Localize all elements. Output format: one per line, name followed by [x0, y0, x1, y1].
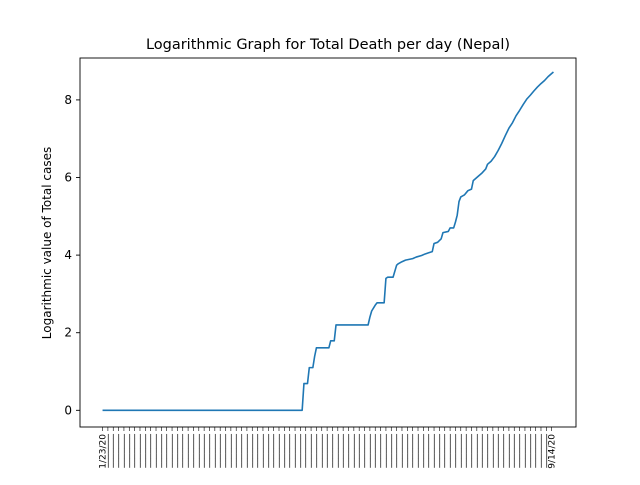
x-tick-label: ───────	[254, 434, 263, 469]
x-tick-label: ───────	[173, 434, 182, 469]
y-tick-label: 0	[64, 403, 72, 417]
x-tick-label: ───────	[302, 434, 311, 469]
x-tick-label: ───────	[500, 434, 509, 469]
x-tick-label: ───────	[125, 434, 134, 469]
x-tick-label: ───────	[473, 434, 482, 469]
x-tick-label: ───────	[350, 434, 359, 469]
x-tick-label: ───────	[542, 434, 551, 469]
x-tick-label: ───────	[377, 434, 386, 469]
x-tick-label: ───────	[120, 434, 129, 469]
x-tick-label: ───────	[425, 434, 434, 469]
x-tick-label: ───────	[451, 434, 460, 469]
x-tick-label: ───────	[291, 434, 300, 469]
x-tick-label: ───────	[296, 434, 305, 469]
series-line-total-deaths	[102, 71, 554, 412]
y-tick-label: 6	[64, 171, 72, 185]
x-tick-label: ───────	[152, 434, 161, 469]
x-tick-label: ───────	[109, 434, 118, 469]
x-tick-label: ───────	[141, 434, 150, 469]
x-tick-label: ───────	[115, 434, 124, 469]
y-tick-label: 2	[64, 326, 72, 340]
x-tick-label: ───────	[382, 434, 391, 469]
x-tick-label: ───────	[184, 434, 193, 469]
x-tick-label: ───────	[259, 434, 268, 469]
x-tick-label: ───────	[467, 434, 476, 469]
x-tick-label: ───────	[398, 434, 407, 469]
x-tick-label: ───────	[238, 434, 247, 469]
x-tick-label: ───────	[505, 434, 514, 469]
chart-title: Logarithmic Graph for Total Death per da…	[146, 37, 510, 53]
x-tick-label: ───────	[446, 434, 455, 469]
x-tick-label: ───────	[318, 434, 327, 469]
x-tick-label: ───────	[232, 434, 241, 469]
x-tick-label: ───────	[478, 434, 487, 469]
x-tick-label: ───────	[264, 434, 273, 469]
x-tick-label: ───────	[195, 434, 204, 469]
x-tick-label: ───────	[361, 434, 370, 469]
x-tick-label: ───────	[189, 434, 198, 469]
x-tick-label: ───────	[366, 434, 375, 469]
x-tick-label: ───────	[355, 434, 364, 469]
x-tick-label: ───────	[131, 434, 140, 469]
x-tick-label: ───────	[136, 434, 145, 469]
x-tick-label: ───────	[484, 434, 493, 469]
y-axis: 0 2 4 6 8	[64, 93, 80, 417]
x-tick-label: ───────	[216, 434, 225, 469]
x-tick-label: ───────	[387, 434, 396, 469]
x-tick-label: ───────	[494, 434, 503, 469]
x-tick-label: ───────	[441, 434, 450, 469]
x-tick-label: ───────	[307, 434, 316, 469]
x-tick-label: ───────	[339, 434, 348, 469]
x-tick-label: ───────	[537, 434, 546, 469]
x-tick-label: ───────	[270, 434, 279, 469]
x-tick-label: 9/14/20	[548, 434, 558, 469]
x-tick-label: ───────	[516, 434, 525, 469]
x-tick-label: ───────	[521, 434, 530, 469]
x-tick-label: ───────	[344, 434, 353, 469]
x-tick-label: ───────	[462, 434, 471, 469]
x-tick-label: ───────	[323, 434, 332, 469]
x-tick-label: ───────	[414, 434, 423, 469]
x-tick-label: ───────	[179, 434, 188, 469]
x-tick-label: ───────	[248, 434, 257, 469]
y-axis-label: Logarithmic value of Total cases	[40, 147, 54, 339]
x-tick-label: ───────	[275, 434, 284, 469]
x-tick-label: ───────	[286, 434, 295, 469]
x-tick-label: ───────	[430, 434, 439, 469]
x-tick-label: ───────	[157, 434, 166, 469]
x-tick-label: ───────	[147, 434, 156, 469]
x-tick-label: ───────	[312, 434, 321, 469]
x-tick-label: ───────	[403, 434, 412, 469]
y-tick-label: 8	[64, 93, 72, 107]
x-tick-label: ───────	[205, 434, 214, 469]
x-tick-label: ───────	[104, 434, 113, 469]
x-tick-label: ───────	[435, 434, 444, 469]
x-tick-label: ───────	[280, 434, 289, 469]
x-tick-label: ───────	[457, 434, 466, 469]
x-tick-label: ───────	[328, 434, 337, 469]
x-tick-label: ───────	[243, 434, 252, 469]
x-tick-label: ───────	[163, 434, 172, 469]
x-tick-label: ───────	[222, 434, 231, 469]
x-tick-label: ───────	[227, 434, 236, 469]
y-tick-label: 4	[64, 248, 72, 262]
x-tick-label: ───────	[393, 434, 402, 469]
x-tick-label: ───────	[211, 434, 220, 469]
x-tick-label: ───────	[489, 434, 498, 469]
x-tick-label: 1/23/20	[99, 434, 109, 469]
x-tick-label: ───────	[200, 434, 209, 469]
plot-area-frame	[79, 57, 577, 428]
x-tick-label: ───────	[532, 434, 541, 469]
x-tick-label: ───────	[168, 434, 177, 469]
x-axis: 1/23/20─────────────────────────────────…	[99, 427, 558, 469]
x-tick-label: ───────	[409, 434, 418, 469]
x-tick-label: ───────	[371, 434, 380, 469]
x-tick-label: ───────	[526, 434, 535, 469]
x-tick-label: ───────	[419, 434, 428, 469]
x-tick-label: ───────	[510, 434, 519, 469]
x-tick-label: ───────	[334, 434, 343, 469]
